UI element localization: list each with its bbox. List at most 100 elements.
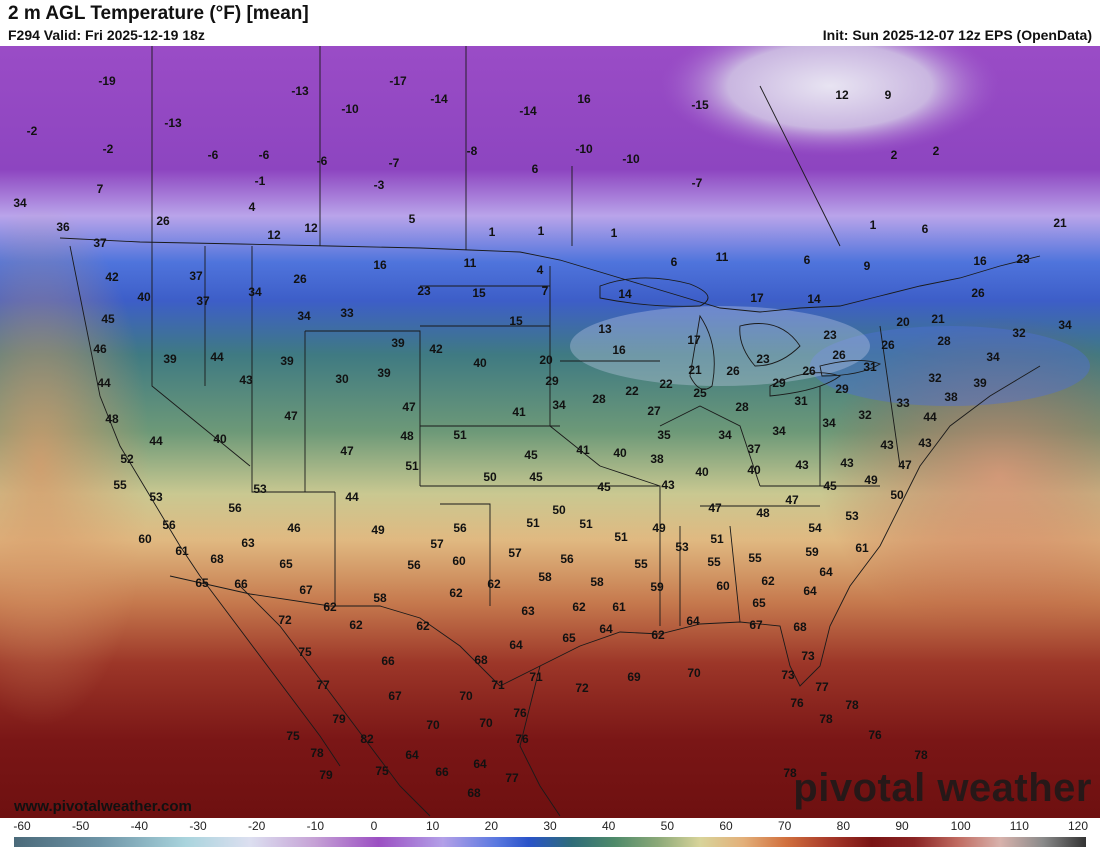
temp-label: 43 [795,458,809,472]
temp-label: 20 [539,353,553,367]
temp-label: 48 [400,429,414,443]
temp-label: 56 [560,552,574,566]
temp-label: 27 [647,404,661,418]
temp-label: 39 [280,354,294,368]
temp-label: -7 [389,156,400,170]
colorbar-tick-label: 40 [601,819,616,833]
temp-label: 21 [1053,216,1067,230]
temp-label: 62 [572,600,586,614]
temp-label: 53 [149,490,163,504]
temp-label: 64 [509,638,523,652]
temp-label: 78 [914,748,928,762]
colorbar-tick-label: 90 [895,819,909,833]
temp-label: 34 [986,350,1000,364]
temp-label: 73 [801,649,815,663]
temp-label: 47 [785,493,799,507]
temp-label: 78 [783,766,797,780]
temp-label: 26 [802,364,816,378]
temperature-map[interactable]: -19 -17 -13 -14 16 -15 -10 -14 12 9 -2 -13 -2 -6 -6 -6-… [0,46,1100,818]
temp-label: 40 [473,356,487,370]
temp-label: 55 [113,478,127,492]
temp-label: 39 [391,336,405,350]
map-header: 2 m AGL Temperature (°F) [mean] F294 Val… [0,0,1100,46]
temp-label: 1 [611,226,618,240]
temp-label: 45 [524,448,538,462]
temp-label: 57 [430,537,444,551]
temp-label: 68 [474,653,488,667]
temp-label: 55 [634,557,648,571]
temp-label: 67 [749,618,763,632]
temp-label: 21 [688,363,702,377]
colorbar-tick-label: -20 [247,819,266,833]
temp-label: -6 [259,148,270,162]
temp-label: 55 [707,555,721,569]
temp-label: 44 [149,434,163,448]
temp-label: 45 [101,312,115,326]
temp-label: 76 [513,706,527,720]
temp-label: -14 [519,104,537,118]
colorbar-tick-label: -40 [130,819,148,833]
temp-label: 25 [693,386,707,400]
temp-label: 62 [487,577,501,591]
temp-label: 44 [210,350,224,364]
temp-label: 68 [467,786,481,800]
temp-label: 51 [579,517,593,531]
temp-label: 16 [612,343,626,357]
temp-label: 21 [931,312,945,326]
temp-label: 56 [162,518,176,532]
temp-label: 15 [509,314,523,328]
temp-label: -3 [374,178,385,192]
temp-label: 11 [464,256,477,270]
temp-label: 38 [650,452,664,466]
temp-label: 39 [163,352,177,366]
temp-label: 62 [416,619,430,633]
temp-label: 34 [248,285,262,299]
temp-label: 34 [822,416,836,430]
temp-label: 38 [944,390,958,404]
temp-label: 76 [868,728,882,742]
temp-label: 70 [426,718,440,732]
colorbar-tick-label: -30 [189,819,207,833]
temp-label: 42 [105,270,119,284]
temp-label: 28 [592,392,606,406]
temp-label: 47 [284,409,298,423]
temp-label: 72 [575,681,589,695]
colorbar-gradient [14,837,1086,847]
temp-label: 6 [532,162,539,176]
temp-label: 33 [896,396,910,410]
temp-label: 40 [613,446,627,460]
temp-label: 6 [671,255,678,269]
temp-label: -14 [430,92,448,106]
colorbar-tick-label: -10 [306,819,324,833]
temp-label: 56 [407,558,421,572]
colorbar-tick-label: 0 [370,819,378,833]
temp-label: 76 [790,696,804,710]
temp-label: 29 [835,382,849,396]
temp-label: 34 [718,428,732,442]
temp-label: 31 [794,394,808,408]
temp-label: -13 [164,116,182,130]
temp-label: 51 [710,532,724,546]
temp-label: 56 [453,521,467,535]
temp-label: 2 [933,144,940,158]
temp-label: 37 [196,294,210,308]
temp-label: 60 [138,532,152,546]
temp-label: 34 [297,309,311,323]
temp-label: 64 [819,565,833,579]
temp-label: 47 [402,400,416,414]
temp-label: 43 [661,478,675,492]
colorbar-tick-label: 20 [484,819,499,833]
temp-label: 16 [973,254,987,268]
temp-label: 12 [304,221,318,235]
temp-label: 28 [937,334,951,348]
temp-label: 48 [756,506,770,520]
temp-label: 62 [449,586,463,600]
temp-label: 79 [332,712,346,726]
temp-label: 62 [323,600,337,614]
temp-label: 26 [726,364,740,378]
temp-label: 1 [489,225,496,239]
temp-label: 52 [120,452,134,466]
temp-label: 30 [335,372,349,386]
temp-label: -6 [317,154,328,168]
colorbar-tick-label: 30 [543,819,557,833]
